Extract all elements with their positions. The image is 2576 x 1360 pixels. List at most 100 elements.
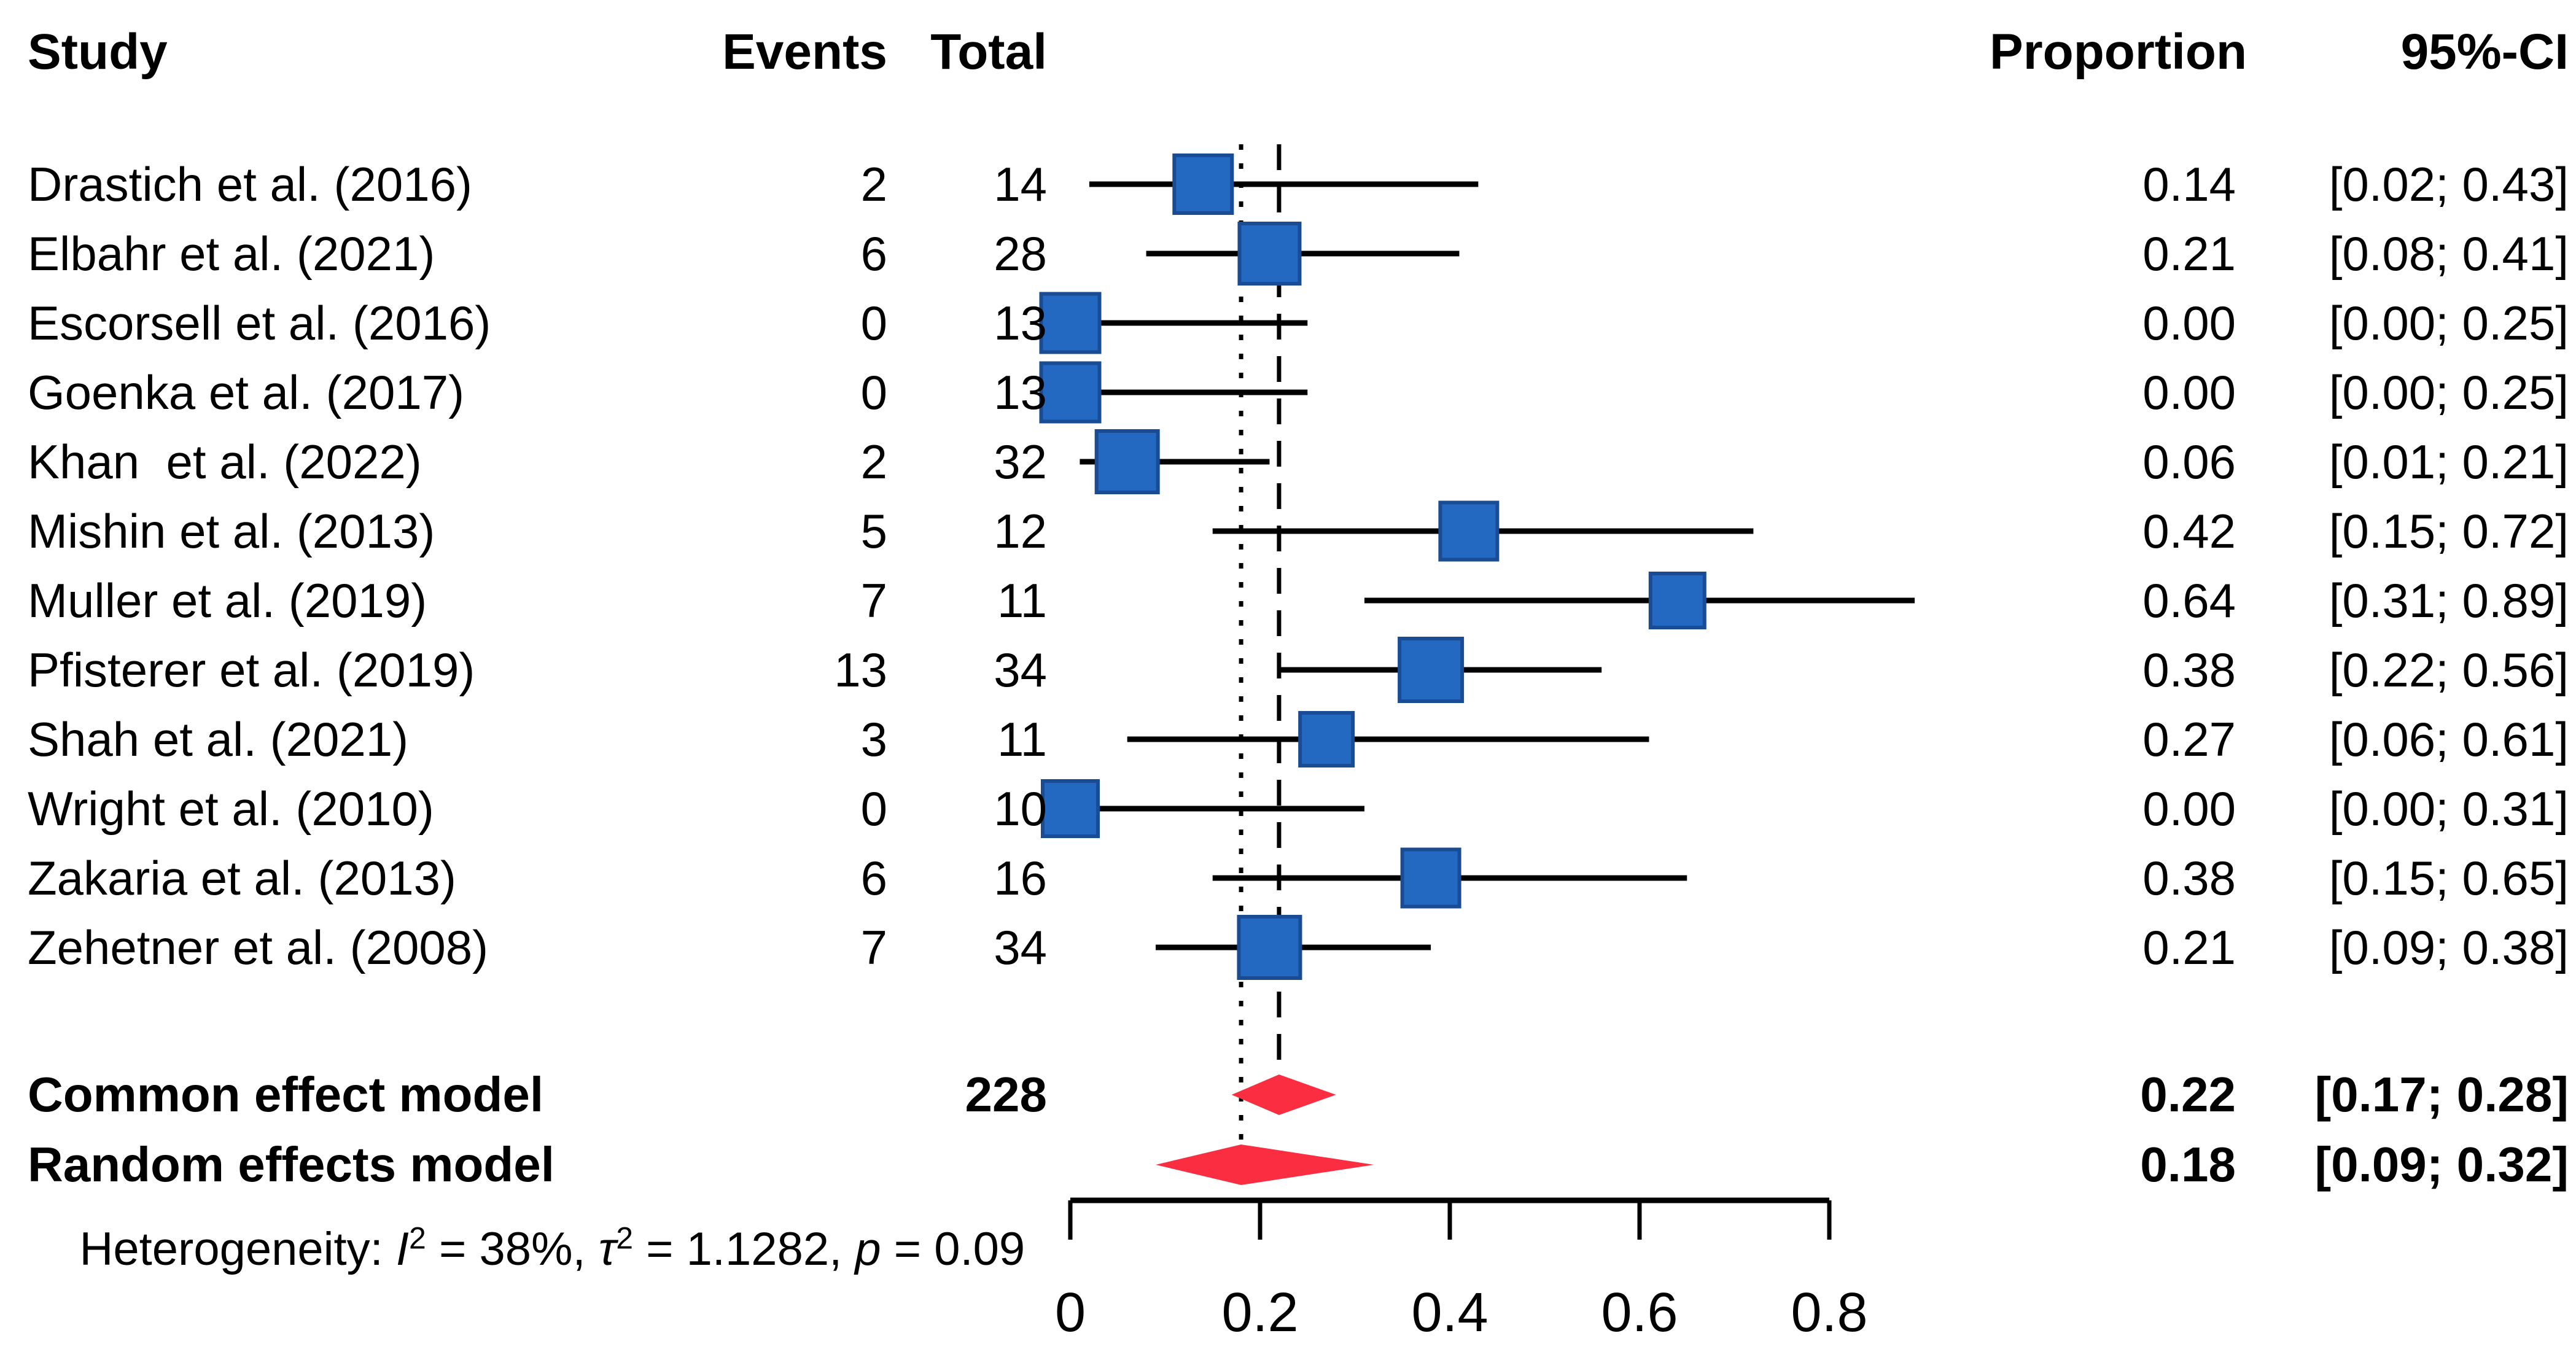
ci-value: [0.00; 0.25]: [2329, 365, 2569, 419]
proportion-value: 0.14: [2142, 157, 2236, 211]
column-header-proportion: Proportion: [1990, 24, 2247, 80]
effect-square: [1237, 915, 1302, 980]
random-effect-diamond: [1156, 1144, 1374, 1185]
effect-square: [1039, 361, 1102, 424]
ci-value: [0.00; 0.25]: [2329, 296, 2569, 350]
total-value: 28: [994, 227, 1047, 281]
proportion-value: 0.06: [2142, 435, 2236, 489]
study-name: Zakaria et al. (2013): [28, 851, 457, 905]
events-value: 3: [860, 712, 887, 766]
events-value: 6: [860, 851, 887, 905]
common-effect-ci: [0.17; 0.28]: [2314, 1067, 2569, 1122]
proportion-value: 0.21: [2142, 920, 2236, 974]
proportion-value: 0.27: [2142, 712, 2236, 766]
x-tick-label: 0: [1055, 1282, 1086, 1343]
proportion-value: 0.42: [2142, 504, 2236, 558]
study-name: Shah et al. (2021): [28, 712, 409, 766]
study-name: Goenka et al. (2017): [28, 365, 465, 419]
ci-value: [0.00; 0.31]: [2329, 782, 2569, 836]
effect-square: [1438, 500, 1500, 562]
x-tick-label: 0.4: [1411, 1282, 1488, 1343]
total-value: 12: [994, 504, 1047, 558]
effect-square: [1398, 637, 1465, 703]
total-value: 13: [994, 296, 1047, 350]
proportion-value: 0.00: [2142, 782, 2236, 836]
study-name: Drastich et al. (2016): [28, 157, 472, 211]
het-seg1: = 38%,: [426, 1223, 599, 1275]
ci-value: [0.15; 0.65]: [2329, 851, 2569, 905]
proportion-value: 0.38: [2142, 643, 2236, 697]
total-value: 32: [994, 435, 1047, 489]
x-tick-label: 0.6: [1601, 1282, 1678, 1343]
het-i-sup: 2: [409, 1221, 426, 1256]
ci-value: [0.01; 0.21]: [2329, 435, 2569, 489]
effect-square: [1648, 572, 1706, 629]
ci-value: [0.06; 0.61]: [2329, 712, 2569, 766]
total-value: 13: [994, 365, 1047, 419]
column-header-ci: 95%-CI: [2400, 24, 2569, 80]
events-value: 0: [860, 296, 887, 350]
study-name: Zehetner et al. (2008): [28, 920, 489, 974]
ci-value: [0.02; 0.43]: [2329, 157, 2569, 211]
total-value: 34: [994, 643, 1047, 697]
ci-value: [0.15; 0.72]: [2329, 504, 2569, 558]
events-value: 13: [834, 643, 887, 697]
effect-square: [1400, 847, 1461, 909]
common-effect-model-label: Common effect model: [28, 1067, 544, 1122]
effect-square: [1237, 222, 1302, 286]
x-tick-label: 0.2: [1221, 1282, 1298, 1343]
random-effects-ci: [0.09; 0.32]: [2314, 1137, 2569, 1192]
proportion-value: 0.00: [2142, 365, 2236, 419]
events-value: 2: [860, 435, 887, 489]
study-name: Wright et al. (2010): [28, 782, 434, 836]
common-effect-total: 228: [965, 1067, 1047, 1122]
study-name: Elbahr et al. (2021): [28, 227, 435, 281]
study-name: Khan et al. (2022): [28, 435, 422, 489]
ci-value: [0.08; 0.41]: [2329, 227, 2569, 281]
random-effects-model-label: Random effects model: [28, 1137, 555, 1192]
events-value: 7: [860, 920, 887, 974]
het-seg2: = 1.1282,: [633, 1223, 855, 1275]
het-p-symbol: p: [855, 1223, 881, 1275]
total-value: 11: [997, 573, 1047, 628]
events-value: 2: [860, 157, 887, 211]
heterogeneity-text: Heterogeneity: I2 = 38%, τ2 = 1.1282, p …: [28, 1179, 1025, 1319]
proportion-value: 0.38: [2142, 851, 2236, 905]
ci-value: [0.09; 0.38]: [2329, 920, 2569, 974]
events-value: 5: [860, 504, 887, 558]
ci-value: [0.22; 0.56]: [2329, 643, 2569, 697]
events-value: 0: [860, 365, 887, 419]
study-name: Pfisterer et al. (2019): [28, 643, 475, 697]
column-header-study: Study: [28, 24, 168, 80]
total-value: 11: [997, 712, 1047, 766]
ci-value: [0.31; 0.89]: [2329, 573, 2569, 628]
random-effects-proportion: 0.18: [2140, 1137, 2236, 1192]
effect-square: [1094, 429, 1160, 494]
study-name: Muller et al. (2019): [28, 573, 427, 628]
het-tau-sup: 2: [616, 1221, 634, 1256]
study-name: Escorsell et al. (2016): [28, 296, 491, 350]
het-seg3: = 0.09: [881, 1223, 1025, 1275]
column-header-events: Events: [722, 24, 887, 80]
total-value: 10: [994, 782, 1047, 836]
het-i-symbol: I: [395, 1223, 410, 1275]
x-tick-label: 0.8: [1791, 1282, 1867, 1343]
proportion-value: 0.00: [2142, 296, 2236, 350]
total-value: 34: [994, 920, 1047, 974]
proportion-value: 0.64: [2142, 573, 2236, 628]
column-header-total: Total: [930, 24, 1047, 80]
total-value: 14: [994, 157, 1047, 211]
effect-square: [1298, 711, 1355, 767]
total-value: 16: [994, 851, 1047, 905]
common-effect-proportion: 0.22: [2140, 1067, 2236, 1122]
het-prefix: Heterogeneity:: [79, 1223, 396, 1275]
het-tau-symbol: τ: [598, 1223, 617, 1275]
proportion-value: 0.21: [2142, 227, 2236, 281]
common-effect-diamond: [1231, 1074, 1336, 1115]
events-value: 0: [860, 782, 887, 836]
events-value: 6: [860, 227, 887, 281]
effect-square: [1172, 153, 1234, 215]
events-value: 7: [860, 573, 887, 628]
